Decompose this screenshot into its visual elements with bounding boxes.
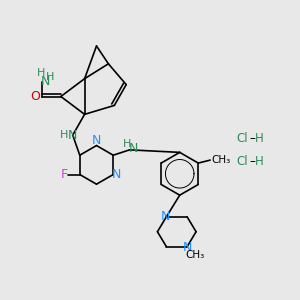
Text: F: F (61, 168, 68, 181)
Text: N: N (161, 210, 170, 223)
Text: H: H (122, 139, 131, 149)
Text: H: H (255, 132, 263, 145)
Text: N: N (112, 168, 122, 181)
Text: N: N (92, 134, 101, 147)
Text: –: – (250, 132, 255, 145)
Text: H: H (255, 155, 263, 168)
Text: H: H (60, 130, 69, 140)
Text: Cl: Cl (236, 132, 248, 145)
Text: H: H (46, 72, 54, 82)
Text: N: N (128, 142, 138, 155)
Text: H: H (37, 68, 46, 78)
Text: N: N (40, 75, 50, 88)
Text: Cl: Cl (236, 155, 248, 168)
Text: –: – (250, 155, 255, 168)
Text: O: O (30, 90, 40, 103)
Text: N: N (183, 241, 192, 254)
Text: CH₃: CH₃ (212, 154, 231, 164)
Text: CH₃: CH₃ (186, 250, 205, 260)
Text: N: N (68, 129, 77, 142)
